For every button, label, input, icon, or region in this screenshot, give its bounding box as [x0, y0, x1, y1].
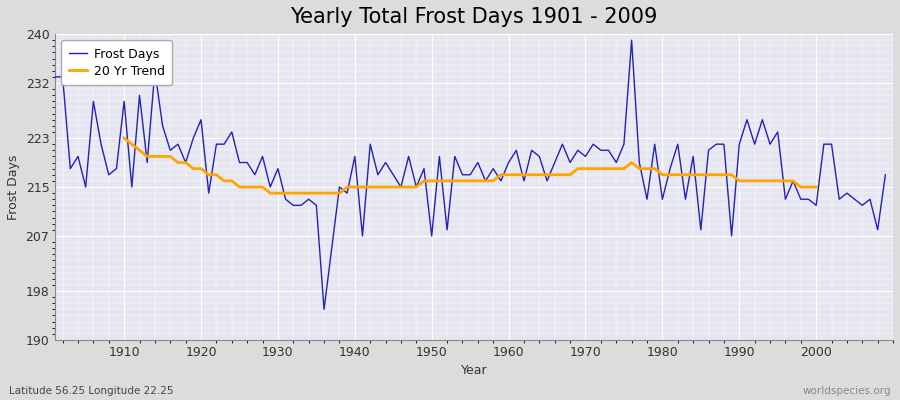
Frost Days — [626, 38, 637, 42]
Frost Days — [280, 197, 291, 202]
Text: Latitude 56.25 Longitude 22.25: Latitude 56.25 Longitude 22.25 — [9, 386, 174, 396]
Frost Days — [503, 160, 514, 165]
Legend: Frost Days, 20 Yr Trend: Frost Days, 20 Yr Trend — [61, 40, 172, 85]
20 Yr Trend — [711, 172, 722, 177]
Frost Days — [334, 185, 345, 190]
Frost Days — [111, 166, 122, 171]
20 Yr Trend — [265, 191, 275, 196]
Frost Days — [880, 172, 891, 177]
20 Yr Trend — [203, 172, 214, 177]
Line: Frost Days: Frost Days — [55, 40, 886, 309]
X-axis label: Year: Year — [461, 364, 487, 377]
Frost Days — [511, 148, 522, 153]
Y-axis label: Frost Days: Frost Days — [7, 154, 20, 220]
20 Yr Trend — [811, 185, 822, 190]
20 Yr Trend — [288, 191, 299, 196]
20 Yr Trend — [303, 191, 314, 196]
20 Yr Trend — [803, 185, 814, 190]
Line: 20 Yr Trend: 20 Yr Trend — [124, 138, 816, 193]
20 Yr Trend — [119, 136, 130, 140]
Frost Days — [50, 74, 60, 79]
Title: Yearly Total Frost Days 1901 - 2009: Yearly Total Frost Days 1901 - 2009 — [291, 7, 658, 27]
Frost Days — [319, 307, 329, 312]
20 Yr Trend — [796, 185, 806, 190]
Text: worldspecies.org: worldspecies.org — [803, 386, 891, 396]
Frost Days — [603, 148, 614, 153]
